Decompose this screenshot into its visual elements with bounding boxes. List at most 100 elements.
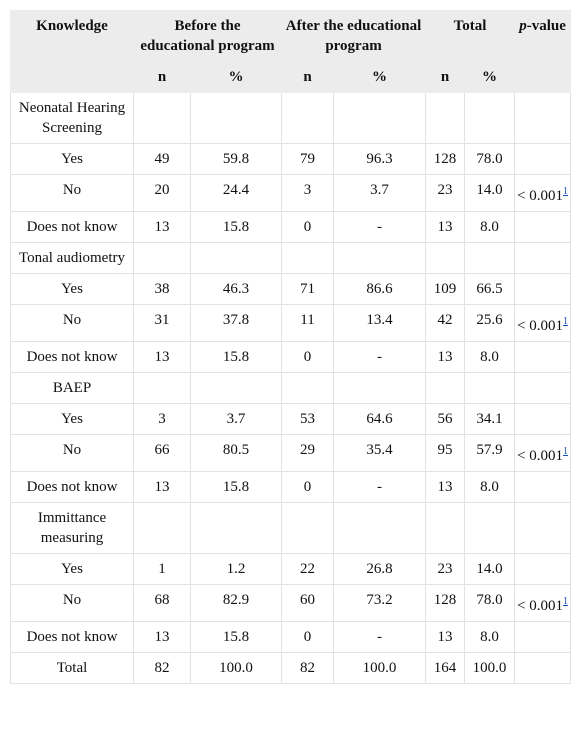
row-label: No [10, 304, 134, 342]
header-row: Knowledge Before the educational program… [10, 10, 572, 62]
value-cell: 0 [281, 471, 335, 503]
section-row: BAEP [10, 372, 572, 404]
footnote: 1 [563, 593, 568, 607]
header-cell: Total [425, 10, 516, 62]
row-label: No [10, 174, 134, 212]
row-label: Yes [10, 403, 134, 435]
empty-cell [133, 372, 191, 404]
value-cell: 79 [281, 143, 335, 175]
header-cell [514, 61, 572, 93]
data-row: No 68 82.9 60 73.2 128 78.0 < 0.0011 [10, 584, 572, 622]
value-cell: 86.6 [333, 273, 427, 305]
value-cell: 15.8 [189, 621, 283, 653]
row-label: No [10, 584, 134, 622]
value-cell: - [333, 341, 427, 373]
p-value-cell: < 0.0011 [514, 174, 572, 212]
value-cell: 23 [425, 174, 466, 212]
value-cell: 29 [281, 434, 335, 472]
value-cell: 13 [425, 341, 466, 373]
data-row: Does not know 13 15.8 0-13 8.0 [10, 211, 572, 243]
header-cell: Before the educational program [132, 10, 283, 62]
value-cell: 53 [281, 403, 335, 435]
empty-cell [133, 242, 191, 274]
data-table: Knowledge Before the educational program… [10, 10, 572, 684]
empty-cell [189, 372, 283, 404]
value-cell: 100.0 [333, 652, 427, 684]
p-value-cell [514, 502, 572, 554]
value-cell: - [333, 621, 427, 653]
row-label: Yes [10, 143, 134, 175]
value-cell: 15.8 [189, 341, 283, 373]
data-row: Total 82 100.0 82 100.0 164 100.0 [10, 652, 572, 684]
footnote-link[interactable]: 1 [563, 316, 569, 327]
value-cell: 3 [281, 174, 335, 212]
value-cell: 14.0 [464, 553, 516, 585]
table-header: Knowledge Before the educational program… [10, 10, 572, 93]
value-cell: 13 [425, 211, 466, 243]
data-row: No 20 24.4 3 3.7 23 14.0 < 0.0011 [10, 174, 572, 212]
section-row: Immittance measuring [10, 502, 572, 554]
value-cell: 64.6 [333, 403, 427, 435]
value-cell: 82 [133, 652, 191, 684]
p-value-cell [514, 372, 572, 404]
value-cell: 100.0 [464, 652, 516, 684]
value-cell: 128 [425, 584, 466, 622]
value-cell: 3.7 [333, 174, 427, 212]
header-cell: % [333, 61, 427, 93]
value-cell: 15.8 [189, 471, 283, 503]
data-row: Does not know 13 15.8 0-13 8.0 [10, 471, 572, 503]
value-cell: 8.0 [464, 341, 516, 373]
value-cell: 66 [133, 434, 191, 472]
value-cell: 13 [133, 621, 191, 653]
footnote: 1 [563, 183, 568, 197]
data-row: Yes 1 1.2 22 26.8 23 14.0 [10, 553, 572, 585]
empty-cell [281, 372, 335, 404]
value-cell: 13 [425, 471, 466, 503]
header-cell [10, 61, 134, 93]
value-cell: - [333, 211, 427, 243]
p-value: < 0.001 [517, 448, 564, 464]
p-value-cell: < 0.0011 [514, 584, 572, 622]
row-label: Immittance measuring [10, 502, 134, 554]
empty-cell [425, 242, 466, 274]
value-cell: 95 [425, 434, 466, 472]
footnote-link[interactable]: 1 [563, 446, 569, 457]
value-cell: 8.0 [464, 211, 516, 243]
header-text: -value [526, 18, 566, 34]
header-cell: After the educational program [281, 10, 427, 62]
header-text: p [519, 18, 527, 34]
empty-cell [281, 502, 335, 554]
value-cell: 34.1 [464, 403, 516, 435]
section-row: Tonal audiometry [10, 242, 572, 274]
value-cell: 0 [281, 341, 335, 373]
value-cell: 82 [281, 652, 335, 684]
footnote-link[interactable]: 1 [563, 186, 569, 197]
empty-cell [464, 92, 516, 144]
table-body: Neonatal Hearing Screening Yes 49 59.8 79 96.… [10, 92, 572, 684]
data-row: No 66 80.5 29 35.4 95 57.9 < 0.0011 [10, 434, 572, 472]
row-label: Yes [10, 273, 134, 305]
value-cell: 82.9 [189, 584, 283, 622]
p-value-cell [514, 341, 572, 373]
value-cell: 71 [281, 273, 335, 305]
p-value-cell [514, 553, 572, 585]
value-cell: 26.8 [333, 553, 427, 585]
value-cell: 128 [425, 143, 466, 175]
p-value-cell [514, 143, 572, 175]
data-row: Yes 3 3.7 53 64.6 56 34.1 [10, 403, 572, 435]
value-cell: 68 [133, 584, 191, 622]
value-cell: 78.0 [464, 143, 516, 175]
empty-cell [464, 372, 516, 404]
header-cell: n [133, 61, 191, 93]
value-cell: 8.0 [464, 471, 516, 503]
empty-cell [189, 242, 283, 274]
p-value: < 0.001 [517, 318, 564, 334]
value-cell: 23 [425, 553, 466, 585]
value-cell: 109 [425, 273, 466, 305]
footnote-link[interactable]: 1 [563, 596, 569, 607]
value-cell: 73.2 [333, 584, 427, 622]
row-label: No [10, 434, 134, 472]
p-value-cell [514, 211, 572, 243]
value-cell: 13 [425, 621, 466, 653]
row-label: BAEP [10, 372, 134, 404]
